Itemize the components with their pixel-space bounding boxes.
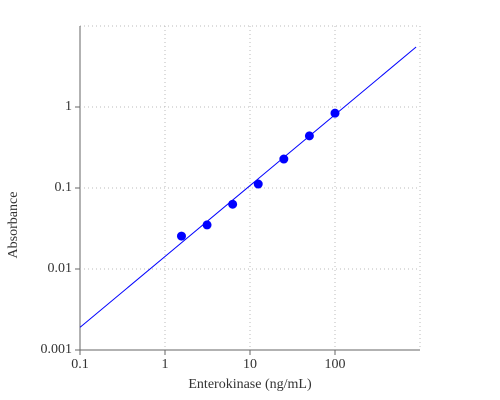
- x-tick-label: 1: [162, 357, 169, 372]
- data-point: [253, 179, 263, 189]
- data-point: [304, 131, 314, 141]
- data-point: [330, 108, 340, 118]
- x-tick-label: 0.1: [71, 357, 89, 372]
- data-point: [202, 220, 212, 230]
- y-axis-title: Absorbance: [6, 192, 21, 259]
- y-tick-label: 1: [65, 99, 72, 114]
- y-tick-label: 0.001: [41, 342, 73, 357]
- data-point: [228, 199, 238, 209]
- y-tick-label: 0.01: [48, 261, 73, 276]
- data-point: [176, 231, 186, 241]
- data-point: [279, 154, 289, 164]
- x-tick-label: 100: [325, 357, 346, 372]
- x-axis-title: Enterokinase (ng/mL): [188, 377, 312, 392]
- y-tick-label: 0.1: [55, 180, 73, 195]
- fit-line: [79, 46, 417, 328]
- x-tick-label: 10: [243, 357, 257, 372]
